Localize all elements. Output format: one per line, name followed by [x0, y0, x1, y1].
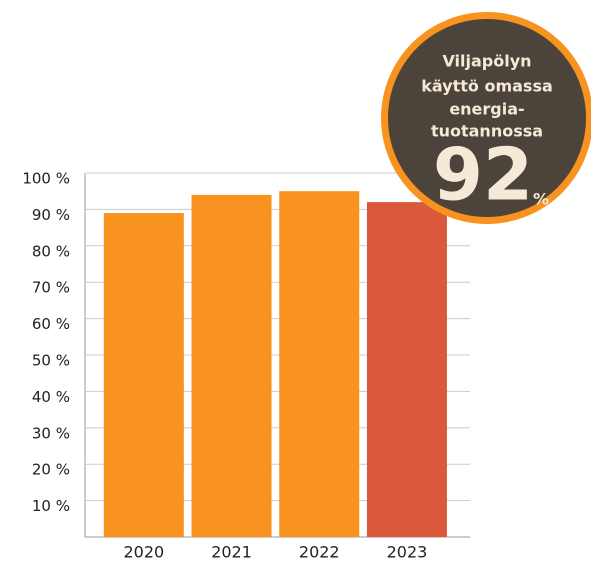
y-tick-label: 50 % — [32, 352, 70, 370]
callout-circle — [388, 19, 586, 217]
y-tick-label: 70 % — [32, 279, 70, 297]
callout-text: tuotannossa — [431, 122, 543, 141]
y-tick-label: 30 % — [32, 424, 70, 442]
callout-text: energia- — [449, 100, 524, 119]
callout-text: käyttö omassa — [421, 77, 553, 96]
y-tick-label: 40 % — [32, 388, 70, 406]
x-tick-label: 2023 — [387, 543, 428, 562]
y-tick-label: 90 % — [32, 206, 70, 224]
bar — [103, 213, 184, 538]
callout-value: 92 — [433, 133, 533, 217]
y-tick-label: 80 % — [32, 242, 70, 260]
x-tick-label: 2021 — [211, 543, 252, 562]
bar — [191, 194, 272, 537]
y-tick-label: 10 % — [32, 497, 70, 515]
y-tick-label: 20 % — [32, 461, 70, 479]
y-tick-label: 60 % — [32, 315, 70, 333]
callout-unit: % — [533, 190, 549, 209]
callout-text: Viljapölyn — [442, 52, 531, 71]
bar — [366, 202, 447, 537]
x-tick-label: 2022 — [299, 543, 340, 562]
x-tick-label: 2020 — [123, 543, 164, 562]
y-tick-label: 100 % — [22, 170, 70, 188]
bar — [279, 191, 360, 537]
